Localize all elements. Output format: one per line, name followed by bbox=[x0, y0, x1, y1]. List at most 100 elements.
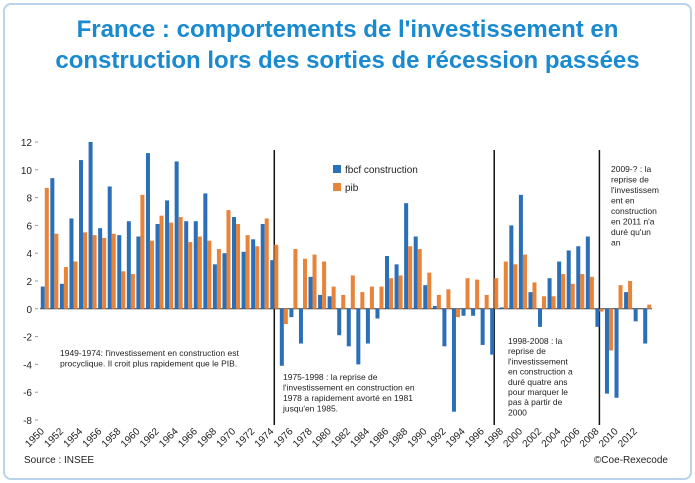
bar bbox=[484, 294, 489, 309]
y-tick-label: 0 bbox=[26, 305, 32, 316]
annotation: jusqu'en 1985. bbox=[282, 404, 338, 414]
bar bbox=[226, 210, 231, 309]
bar bbox=[270, 260, 275, 309]
annotation: l'investissem bbox=[611, 185, 659, 195]
bar bbox=[322, 261, 327, 309]
bar bbox=[385, 255, 390, 309]
y-tick-label: 2 bbox=[26, 277, 32, 288]
bar bbox=[455, 308, 460, 318]
source: Source : INSEE bbox=[24, 455, 94, 466]
bar bbox=[576, 246, 581, 309]
bar bbox=[193, 221, 198, 309]
bar bbox=[40, 286, 45, 309]
bar bbox=[404, 203, 409, 309]
y-tick-label: -4 bbox=[23, 360, 32, 371]
x-tick-label: 1976 bbox=[272, 426, 296, 450]
bar bbox=[389, 278, 394, 309]
bar bbox=[169, 222, 174, 309]
bar bbox=[293, 249, 298, 309]
bar bbox=[446, 289, 451, 309]
annotation: 1978 a rapidement avorté en 1981 bbox=[283, 393, 413, 403]
bar bbox=[451, 308, 456, 412]
x-tick-label: 2004 bbox=[540, 426, 564, 450]
annotation: duré qu'un bbox=[611, 227, 651, 237]
bar bbox=[538, 308, 543, 327]
bar bbox=[566, 250, 571, 309]
bar bbox=[73, 261, 78, 309]
bar bbox=[633, 308, 638, 322]
bar bbox=[178, 217, 183, 309]
chart-title: France : comportements de l'investisseme… bbox=[55, 16, 640, 74]
annotation: 2000 bbox=[508, 407, 527, 417]
bar bbox=[63, 267, 68, 309]
x-tick-label: 2000 bbox=[502, 426, 526, 450]
x-tick-label: 1962 bbox=[138, 426, 162, 450]
bar bbox=[379, 286, 384, 309]
bar bbox=[318, 294, 323, 309]
x-tick-label: 1968 bbox=[196, 426, 220, 450]
x-tick-label: 1990 bbox=[406, 426, 430, 450]
bar bbox=[432, 306, 437, 309]
bar bbox=[532, 282, 537, 309]
bar bbox=[117, 235, 122, 309]
bar bbox=[509, 225, 514, 309]
bar bbox=[331, 286, 336, 309]
annotation: 1949-1974: l'investissement en construct… bbox=[60, 348, 239, 358]
y-tick-label: 8 bbox=[26, 194, 32, 205]
bar bbox=[255, 246, 260, 309]
bar bbox=[398, 275, 403, 309]
bar bbox=[513, 264, 518, 309]
x-tick-label: 1998 bbox=[482, 426, 506, 450]
bar bbox=[394, 264, 399, 309]
bar bbox=[494, 278, 499, 309]
bar bbox=[423, 285, 428, 309]
annotation: 1975-1998 : la reprise de bbox=[283, 372, 378, 382]
y-tick-label: 10 bbox=[21, 166, 33, 177]
bar bbox=[518, 194, 523, 309]
annotation: reprise de bbox=[611, 175, 649, 185]
annotation: duré quatre ans bbox=[508, 377, 568, 387]
x-tick-label: 1950 bbox=[23, 426, 47, 450]
bar bbox=[50, 178, 55, 309]
annotation: an bbox=[611, 238, 621, 248]
annotation: en 2011 n'a bbox=[611, 217, 655, 227]
x-tick-label: 1958 bbox=[100, 426, 124, 450]
bar bbox=[557, 261, 562, 309]
bar bbox=[136, 236, 141, 309]
annotation: procyclique. Il croit plus rapidement qu… bbox=[60, 359, 237, 369]
bar bbox=[480, 308, 485, 345]
x-tick-label: 2006 bbox=[559, 426, 583, 450]
bar bbox=[140, 194, 145, 309]
annotation: 2009-? : la bbox=[611, 164, 651, 174]
bar bbox=[222, 253, 227, 309]
x-tick-label: 1984 bbox=[349, 426, 373, 450]
bar bbox=[436, 294, 441, 309]
bar bbox=[542, 296, 547, 309]
bar bbox=[279, 308, 284, 366]
bar bbox=[580, 274, 585, 309]
annotation: en construction a bbox=[508, 367, 573, 377]
bar bbox=[130, 274, 135, 309]
bar bbox=[308, 276, 313, 309]
x-tick-label: 2008 bbox=[578, 426, 602, 450]
y-tick-label: -8 bbox=[23, 416, 32, 427]
y-tick-label: 6 bbox=[26, 221, 32, 232]
bar bbox=[88, 142, 93, 309]
bar bbox=[346, 308, 351, 347]
bar bbox=[188, 242, 193, 309]
bar bbox=[102, 237, 107, 309]
bar bbox=[251, 239, 256, 309]
annotation: 1998-2008 : la bbox=[508, 336, 563, 346]
x-tick-label: 1986 bbox=[368, 426, 392, 450]
annotation: ent en bbox=[611, 196, 635, 206]
bar bbox=[442, 308, 447, 347]
bar bbox=[107, 186, 112, 309]
bar bbox=[111, 233, 116, 309]
x-tick-label: 1970 bbox=[215, 426, 239, 450]
bar bbox=[503, 261, 508, 309]
bar bbox=[628, 281, 633, 309]
bar bbox=[283, 308, 288, 325]
bar bbox=[54, 233, 59, 309]
bar bbox=[145, 153, 150, 309]
